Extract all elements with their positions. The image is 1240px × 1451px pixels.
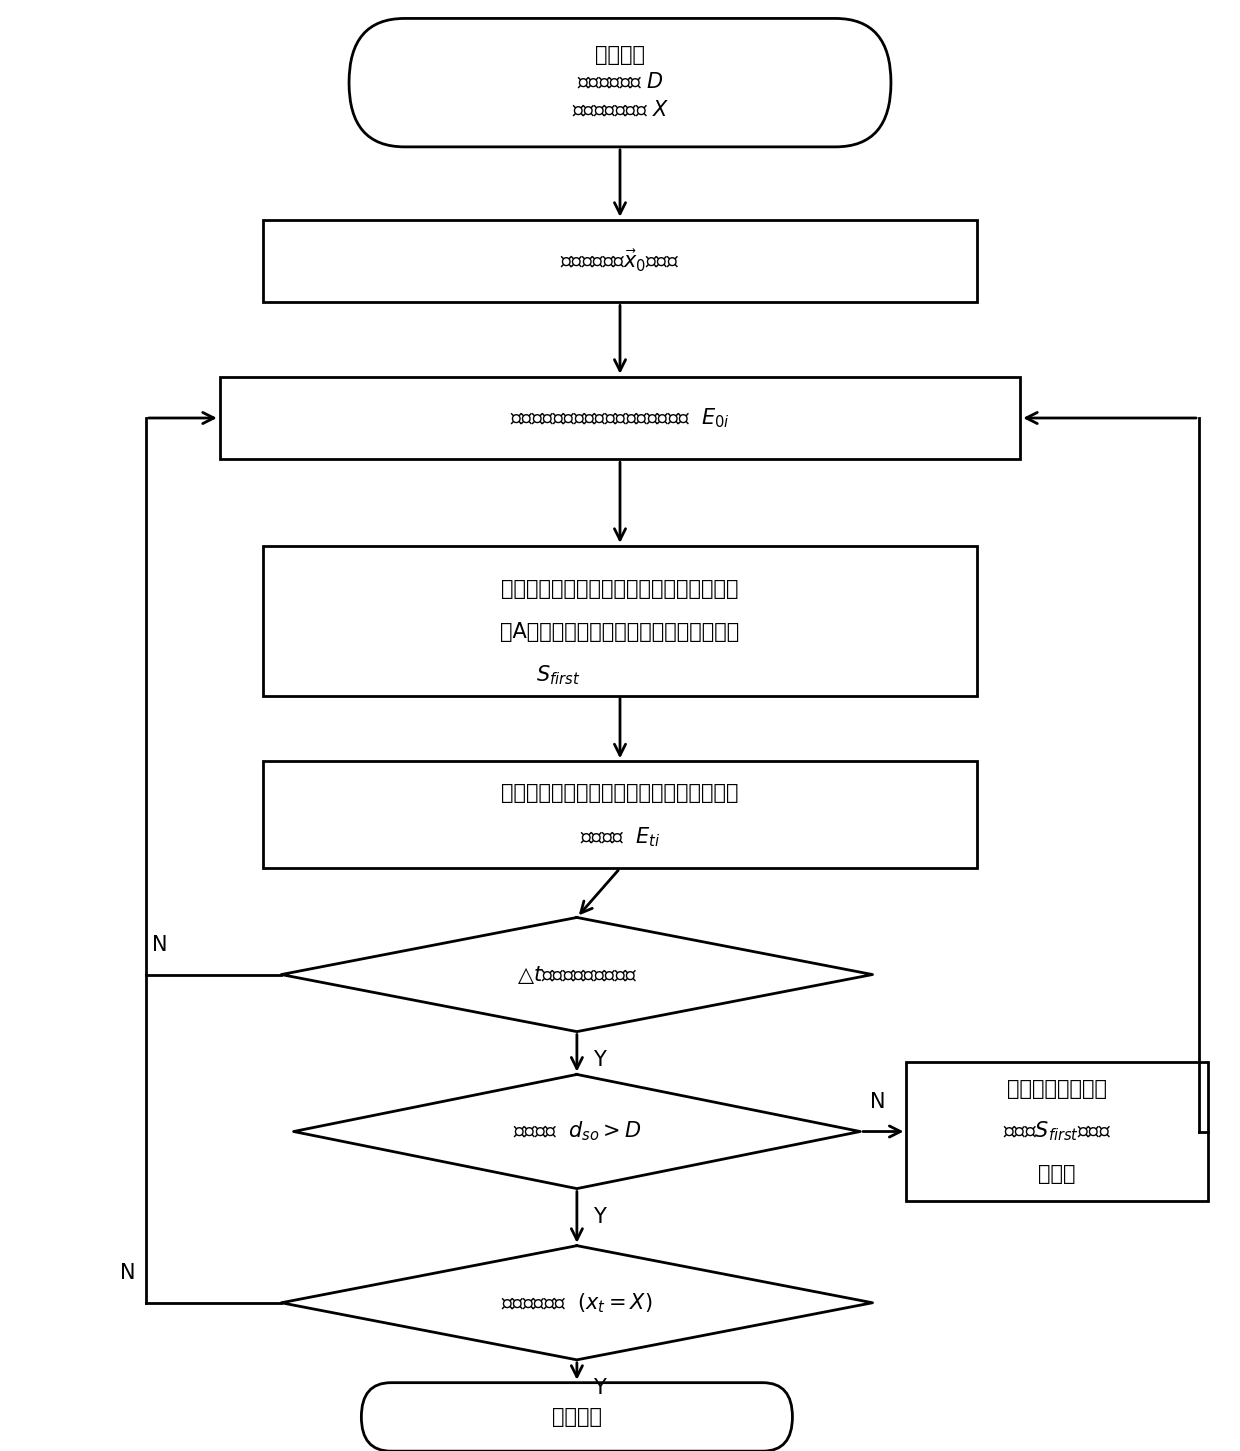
Text: 是否到达目的  $(x_t=X)$: 是否到达目的 $(x_t=X)$ — [501, 1291, 652, 1315]
Bar — [263, 546, 977, 695]
Text: N: N — [153, 934, 167, 955]
Text: N: N — [870, 1091, 885, 1111]
FancyBboxPatch shape — [361, 1383, 792, 1451]
Text: 航路径$S_{first}$，躲开: 航路径$S_{first}$，躲开 — [1003, 1120, 1111, 1143]
Text: 重新计算并更新导: 重新计算并更新导 — [1007, 1078, 1107, 1098]
Bar — [263, 219, 977, 302]
Text: △$t$时间内是否有障碍物: △$t$时间内是否有障碍物 — [517, 963, 637, 985]
Bar — [906, 1062, 1208, 1201]
Text: $S_{first}$: $S_{first}$ — [536, 663, 580, 686]
Text: 利用滚动窗口法，时刻扫描更新当前视窗内: 利用滚动窗口法，时刻扫描更新当前视窗内 — [501, 784, 739, 804]
Text: 是否安全  $d_{so}>D$: 是否安全 $d_{so}>D$ — [512, 1120, 641, 1143]
Text: Y: Y — [593, 1378, 605, 1399]
FancyBboxPatch shape — [348, 19, 892, 147]
Text: 障碍物: 障碍物 — [1038, 1164, 1076, 1184]
Text: 利用激光传感器扫描出当前的环境信息  $E_{0i}$: 利用激光传感器扫描出当前的环境信息 $E_{0i}$ — [510, 406, 730, 429]
Text: Y: Y — [593, 1051, 605, 1071]
Text: 根据环境信息、机器人位姿以及目的地，利: 根据环境信息、机器人位姿以及目的地，利 — [501, 579, 739, 599]
Bar — [263, 762, 977, 868]
Text: N: N — [120, 1262, 136, 1283]
Text: 结束导航: 结束导航 — [552, 1407, 601, 1426]
Text: Y: Y — [593, 1207, 605, 1228]
Text: 环境信息  $E_{ti}$: 环境信息 $E_{ti}$ — [580, 826, 660, 849]
Text: 输入变量
绝对安全距离 $D$
导航目的地坐标 $X$: 输入变量 绝对安全距离 $D$ 导航目的地坐标 $X$ — [572, 45, 668, 120]
Text: 用A星寻路算法规划出当前窗口下最优路径: 用A星寻路算法规划出当前窗口下最优路径 — [501, 622, 739, 641]
Text: 机器人初始位$\vec{x}_0$姿判定: 机器人初始位$\vec{x}_0$姿判定 — [560, 248, 680, 274]
Bar — [219, 377, 1021, 460]
